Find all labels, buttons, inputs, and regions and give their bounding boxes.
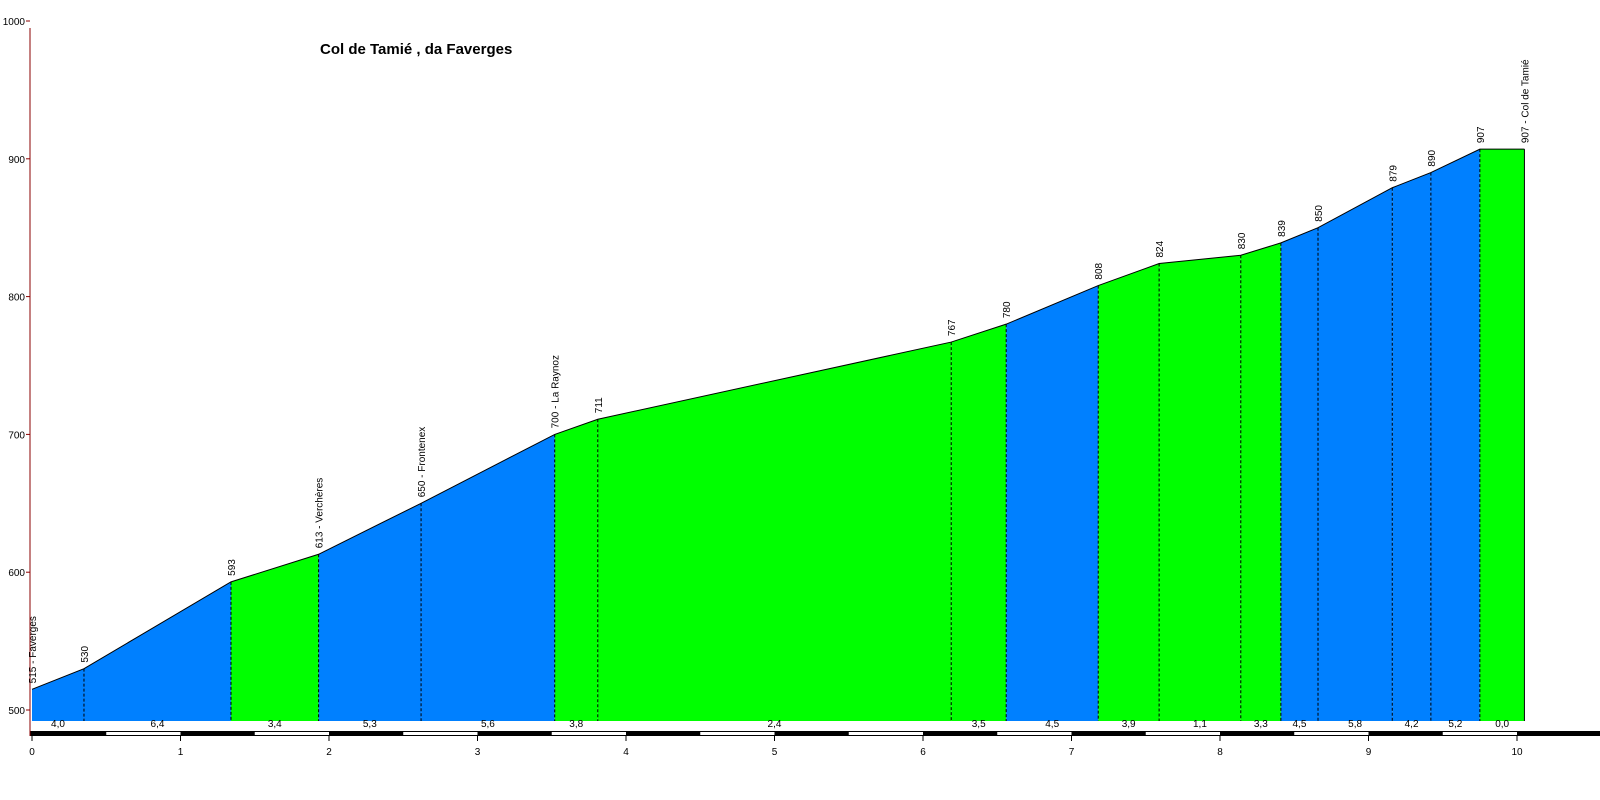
x-axis: 0 1 2 3 4 5 6 7 8 9 10	[29, 736, 1523, 758]
segment-fill-4	[421, 434, 555, 721]
grade-label-11: 3,3	[1254, 719, 1268, 730]
point-label-3: 613 - Verchères	[315, 478, 326, 549]
point-label-15: 890	[1427, 149, 1438, 166]
x-tick-label-8: 8	[1217, 747, 1223, 758]
segment-fill-14	[1392, 172, 1431, 721]
y-tick-label-1000: 1000	[3, 17, 26, 28]
baseline-block-6	[997, 732, 1072, 735]
segment-fill-2	[230, 554, 319, 721]
y-tick-label-500: 500	[8, 706, 25, 717]
point-label-2: 593	[227, 559, 238, 576]
segment-fill-13	[1318, 187, 1393, 721]
x-tick-label-2: 2	[326, 747, 332, 758]
x-tick-label-9: 9	[1366, 747, 1372, 758]
point-label-8: 780	[1002, 301, 1013, 318]
grade-label-0: 4,0	[51, 719, 65, 730]
baseline-block-4	[700, 732, 775, 735]
grade-label-12: 4,5	[1292, 719, 1306, 730]
x-tick-label-4: 4	[623, 747, 629, 758]
chart-title: Col de Tamié , da Faverges	[320, 41, 512, 58]
grade-label-10: 1,1	[1193, 719, 1207, 730]
point-label-14: 879	[1388, 165, 1399, 182]
grade-label-4: 5,6	[481, 719, 495, 730]
segment-fill-7	[951, 324, 1007, 721]
grade-label-9: 3,9	[1122, 719, 1136, 730]
grade-label-3: 5,3	[363, 719, 377, 730]
point-label-13: 850	[1314, 205, 1325, 222]
baseline-block-3	[551, 732, 626, 735]
point-label-12: 839	[1277, 220, 1288, 237]
point-label-1: 530	[80, 646, 91, 663]
baseline-block-9	[1442, 732, 1517, 735]
grade-label-5: 3,8	[569, 719, 583, 730]
x-tick-label-6: 6	[920, 747, 926, 758]
segment-fill-3	[318, 503, 422, 721]
distance-baseline	[30, 731, 1600, 736]
segment-fill-16	[1479, 149, 1525, 722]
baseline-block-0	[106, 732, 181, 735]
x-tick-label-0: 0	[29, 747, 35, 758]
segment-fill-0	[32, 668, 84, 721]
grade-label-6: 2,4	[768, 719, 782, 730]
grade-labels: 4,0 6,4 3,4 5,3 5,6 3,8 2,4 3,5 4,5 3,9 1,1 3,3 4,5 5…	[51, 719, 1510, 730]
y-tick-label-700: 700	[8, 430, 25, 441]
baseline-block-5	[848, 732, 923, 735]
segment-fills	[32, 149, 1525, 722]
baseline-block-2	[403, 732, 478, 735]
segment-fill-12	[1280, 227, 1319, 721]
grade-label-2: 3,4	[268, 719, 282, 730]
segment-fill-11	[1240, 242, 1281, 721]
segment-fill-15	[1430, 149, 1480, 722]
point-label-17: 907 - Col de Tamié	[1520, 59, 1531, 143]
point-label-6: 711	[594, 397, 605, 413]
grade-label-14: 4,2	[1405, 719, 1419, 730]
baseline-block-8	[1294, 732, 1369, 735]
grade-label-15: 5,2	[1448, 719, 1462, 730]
point-label-7: 767	[947, 319, 958, 336]
point-label-5: 700 - La Raynoz	[551, 355, 562, 428]
y-tick-label-600: 600	[8, 568, 25, 579]
point-label-11: 830	[1237, 232, 1248, 249]
segment-dividers	[83, 149, 1481, 721]
segment-fill-6	[597, 342, 952, 721]
profile-outline	[31, 148, 1525, 721]
y-axis: 500 600 700 800 900 1000	[3, 17, 31, 736]
baseline-bar	[30, 731, 1600, 736]
baseline-block-1	[254, 732, 329, 735]
segment-fill-5	[554, 419, 598, 721]
y-tick-label-800: 800	[8, 293, 25, 304]
x-tick-label-7: 7	[1069, 747, 1075, 758]
grade-label-8: 4,5	[1045, 719, 1059, 730]
y-tick-label-900: 900	[8, 155, 25, 166]
point-label-16: 907	[1476, 126, 1487, 143]
x-tick-label-10: 10	[1511, 747, 1523, 758]
point-label-0: 515 - Faverges	[28, 616, 39, 683]
x-tick-label-5: 5	[772, 747, 778, 758]
segment-fill-8	[1006, 285, 1099, 721]
point-label-10: 824	[1155, 240, 1166, 257]
segment-fill-10	[1159, 255, 1241, 721]
x-tick-label-3: 3	[475, 747, 481, 758]
point-label-9: 808	[1094, 262, 1105, 279]
point-labels: 515 - Faverges 530 593 613 - Verchères 650 -…	[28, 59, 1531, 683]
point-label-4: 650 - Frontenex	[417, 427, 428, 498]
x-tick-label-1: 1	[178, 747, 184, 758]
segment-fill-9	[1098, 263, 1160, 721]
grade-label-7: 3,5	[972, 719, 986, 730]
segment-fill-1	[83, 581, 231, 721]
baseline-block-7	[1145, 732, 1220, 735]
grade-label-13: 5,8	[1348, 719, 1362, 730]
profile-line	[31, 148, 1525, 690]
grade-label-1: 6,4	[151, 719, 165, 730]
grade-label-16: 0,0	[1495, 719, 1509, 730]
